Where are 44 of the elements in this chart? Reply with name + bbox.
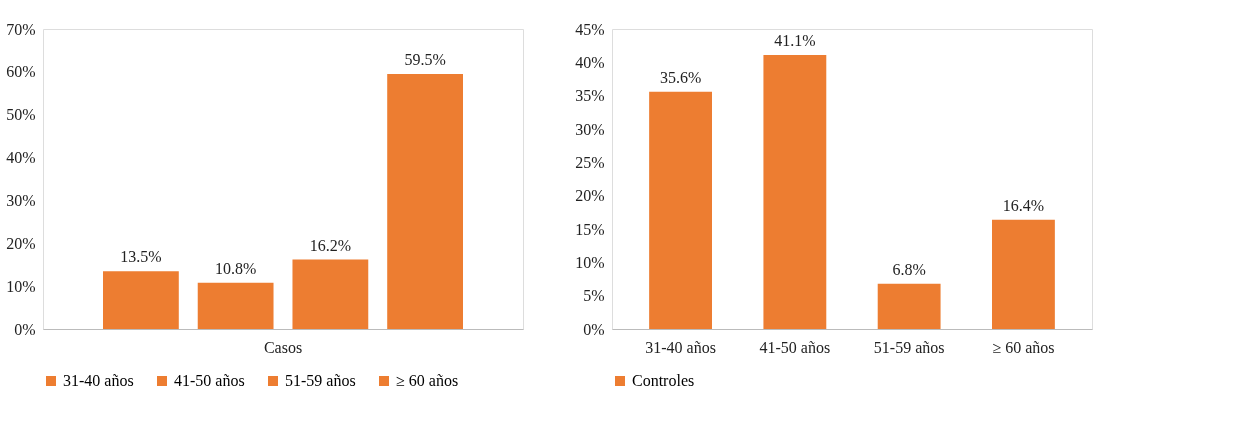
data-label: 41.1% [774,32,816,49]
bar [649,91,712,329]
legend-label: Controles [632,372,695,389]
bar [877,283,941,329]
y-tick-label: 30% [6,191,36,209]
x-tick-label: 51-59 años [873,338,945,356]
y-tick-label: 20% [575,187,605,205]
bar [992,219,1055,329]
y-tick-label: 45% [575,20,605,38]
legend-label: 41-50 años [174,372,245,389]
legend-label: ≥ 60 años [396,372,459,389]
y-tick-label: 50% [6,106,36,124]
data-label: 59.5% [404,51,446,68]
bar [197,282,274,329]
data-label: 16.2% [309,236,352,254]
y-tick-label: 10% [6,277,36,295]
y-tick-label: 35% [575,87,605,105]
y-tick-label: 40% [6,149,36,167]
data-label: 13.5% [120,248,162,266]
y-tick-label: 10% [575,253,605,271]
x-tick-label: Casos [263,338,303,356]
y-tick-label: 70% [6,20,36,38]
y-tick-label: 25% [575,153,605,171]
bar [103,271,179,329]
data-label: 35.6% [659,68,702,86]
data-label: 6.8% [892,260,926,278]
y-tick-label: 15% [575,220,605,238]
legend-label: 51-59 años [285,372,356,389]
data-label: 10.8% [214,259,257,277]
y-tick-label: 30% [575,120,605,138]
legend-label: 31-40 años [63,372,134,389]
y-tick-label: 60% [6,63,36,81]
x-tick-label: 31-40 años [645,338,716,356]
data-label: 16.4% [1002,196,1045,214]
bar [763,55,827,329]
x-tick-label: 41-50 años [759,338,831,356]
bar [292,259,369,329]
y-tick-label: 0% [14,320,36,338]
bar [387,74,463,329]
y-tick-label: 0% [583,320,605,338]
y-tick-label: 5% [583,287,605,305]
x-tick-label: ≥ 60 años [992,338,1055,356]
y-tick-label: 40% [575,53,605,71]
y-tick-label: 20% [6,234,36,252]
